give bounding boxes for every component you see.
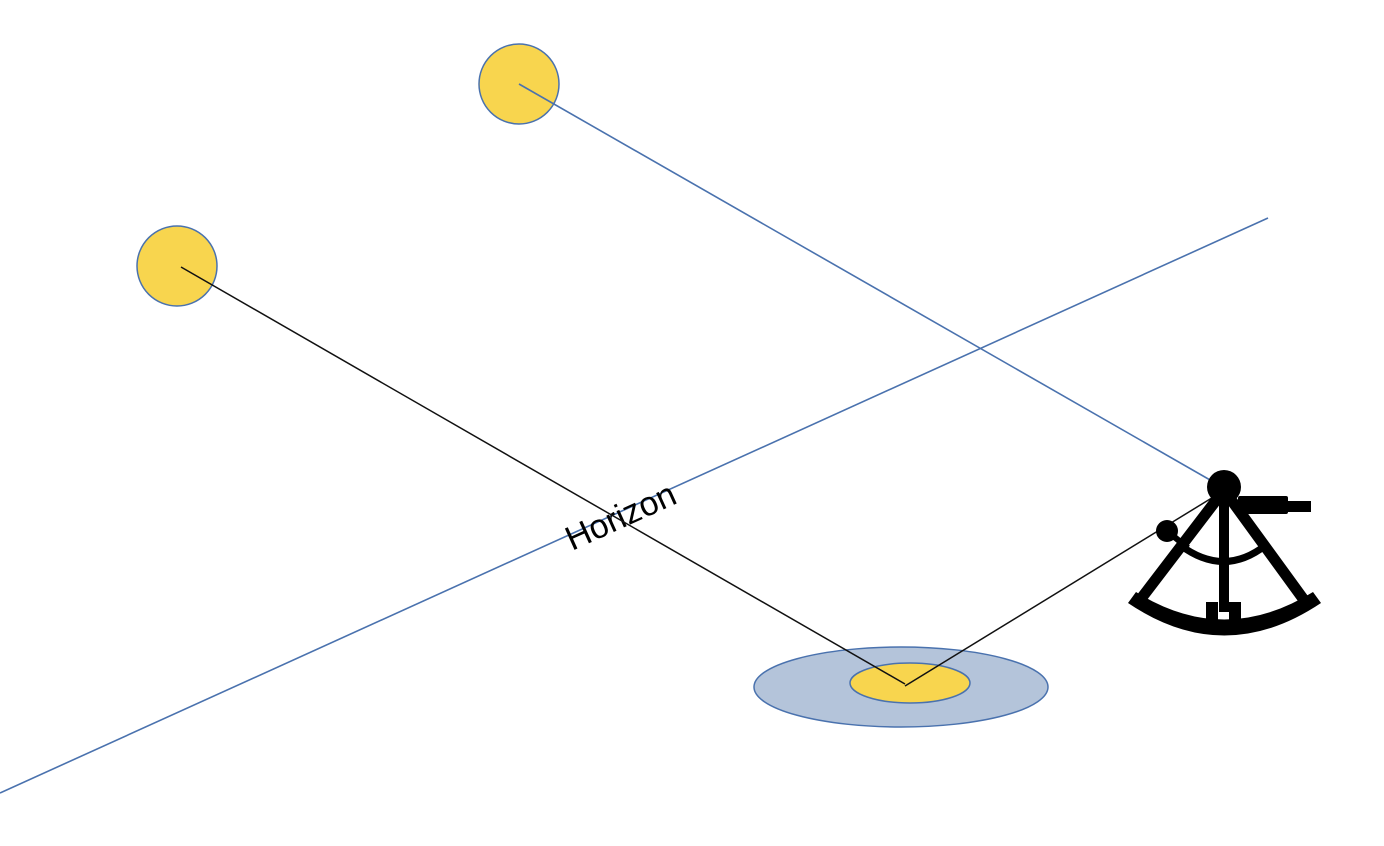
- direct-sight-line: [518, 83, 1239, 497]
- reflected-sight-line-incoming: [180, 266, 906, 685]
- sun-reflected-image-icon: [136, 225, 218, 307]
- reflecting-pool: [753, 646, 1049, 728]
- horizon-line: [0, 217, 1269, 794]
- sextant-icon: [1128, 470, 1321, 636]
